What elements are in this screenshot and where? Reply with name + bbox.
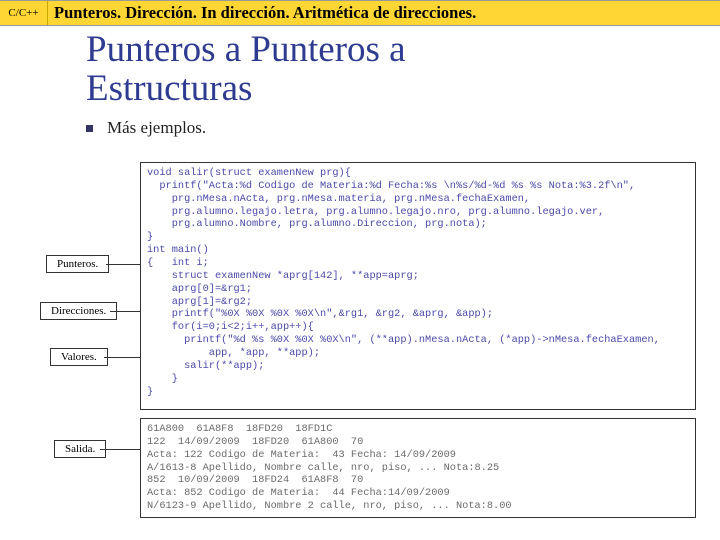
tag-direcciones: Direcciones. [40, 302, 117, 320]
page-title: Punteros a Punteros a Estructuras [86, 30, 720, 108]
bullet-square-icon [86, 125, 93, 132]
connector-salida [100, 449, 140, 450]
code-block: void salir(struct examenNew prg){ printf… [140, 162, 696, 410]
connector-direcciones [110, 311, 140, 312]
bullet-row: Más ejemplos. [86, 118, 720, 138]
bullet-text: Más ejemplos. [107, 118, 206, 138]
tag-salida: Salida. [54, 440, 106, 458]
tag-punteros: Punteros. [46, 255, 109, 273]
title-line-1: Punteros a Punteros a [86, 29, 406, 70]
tag-valores: Valores. [50, 348, 108, 366]
top-bar: C/C++ Punteros. Dirección. In dirección.… [0, 0, 720, 26]
connector-valores [104, 357, 140, 358]
title-line-2: Estructuras [86, 68, 252, 109]
topbar-title: Punteros. Dirección. In dirección. Aritm… [48, 3, 720, 23]
connector-punteros [106, 264, 140, 265]
topbar-lang-badge: C/C++ [0, 1, 48, 25]
output-block: 61A800 61A8F8 18FD20 18FD1C 122 14/09/20… [140, 418, 696, 518]
